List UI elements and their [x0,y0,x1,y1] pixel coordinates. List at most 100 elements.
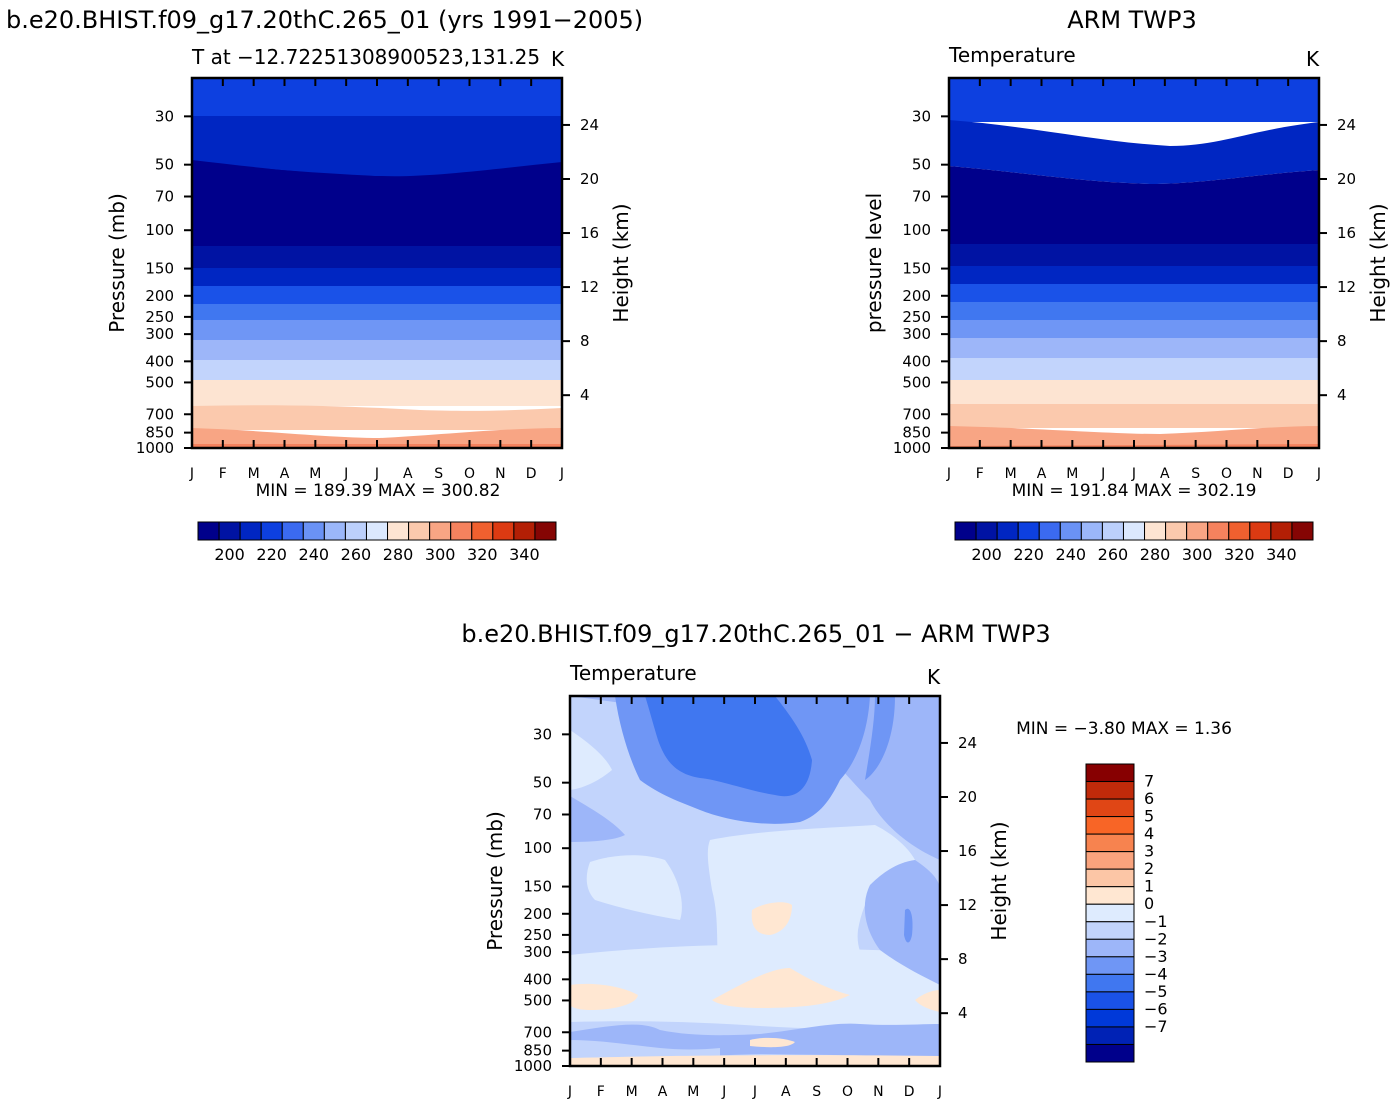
obs-x-tick-label: S [1191,466,1200,482]
diff-colorbar-swatch [1085,816,1135,835]
obs-band-300 [949,302,1319,320]
obs-colorbar-swatch [1080,521,1103,541]
panel-diff: b.e20.BHIST.f09_g17.20thC.265_01 − ARM T… [461,620,1051,1068]
obs-band-400 [949,338,1319,358]
obs-colorbar-swatch [1165,521,1188,541]
model-y2-tick-label: 12 [580,278,599,296]
diff-x-tick-label: M [626,1084,638,1100]
model-colorbar-swatch [387,521,410,541]
model-colorbar-swatch [344,521,367,541]
diff-y-tick-label: 200 [523,905,552,923]
obs-y2-tick-label: 8 [1337,332,1347,350]
model-x-tick-label: M [248,466,260,482]
panel-model-subtitle: T at −12.72251308900523,131.25 [191,45,540,69]
panel-obs: ARM TWP3 Temperature K [947,6,1321,450]
obs-x-tick-label: F [976,466,984,482]
obs-y2label: Height (km) [1366,203,1390,322]
diff-colorbar-swatch [1085,903,1135,923]
panel-model-plot [190,76,564,450]
panel-obs-units: K [1306,47,1320,71]
obs-x-tick-label: J [1100,466,1105,482]
obs-colorbar-label: 200 [971,545,1002,564]
diff-ylabel: Pressure (mb) [483,811,507,951]
obs-y-tick-label: 1000 [893,439,931,457]
band-300-350 [192,304,562,320]
obs-colorbar-swatch [1101,521,1124,541]
panel-obs-header: ARM TWP3 [1067,6,1197,34]
diff-y-tick-label: 300 [523,943,552,961]
diff-colorbar-swatch [1085,763,1135,783]
diff-y-tick-label: 250 [523,926,552,944]
panel-obs-plot [947,76,1321,450]
obs-y-tick-label: 400 [902,352,931,370]
obs-y-tick-label: 100 [902,221,931,239]
band-450-550 [192,360,562,380]
obs-x-tick-label: A [1037,466,1047,482]
obs-band-200 [949,266,1319,284]
diff-colorbar-swatch [1085,781,1135,800]
obs-colorbar-label: 280 [1140,545,1171,564]
obs-colorbar-swatch [1207,521,1230,541]
diff-x-tick-label: O [842,1084,853,1100]
diff-y2-tick-label: 12 [958,896,977,914]
band-700-850 [192,405,562,430]
obs-band-550 [949,380,1319,404]
model-x-tick-label: J [343,466,348,482]
model-x-tick-label: M [309,466,321,482]
model-colorbar-swatch [534,521,557,541]
obs-x-tick-label: D [1283,466,1294,482]
model-colorbar-label: 240 [299,545,330,564]
panel-obs-subtitle: Temperature [948,43,1076,67]
model-y-tick-label: 100 [145,221,174,239]
panel-diff-subtitle: Temperature [569,661,697,685]
diff-minmax: MIN = −3.80 MAX = 1.36 [1016,719,1232,739]
diff-region-bottom-pale [570,1040,720,1060]
diff-region-upper-left-pale [570,730,612,790]
model-colorbar-swatch [239,521,262,541]
diff-colorbar-label: 2 [1144,859,1154,878]
obs-colorbar-swatch [1059,521,1082,541]
obs-y-tick-label: 30 [912,107,931,125]
model-x-tick-label: S [434,466,443,482]
obs-y-tick-label: 70 [912,187,931,205]
model-y2label: Height (km) [609,203,633,322]
diff-colorbar-swatch [1085,833,1135,853]
obs-colorbar-swatch [1144,521,1167,541]
obs-colorbar-swatch [1122,521,1146,541]
obs-colorbar-swatch [1017,521,1040,541]
model-y-tick-label: 400 [145,352,174,370]
diff-x-tick-label: J [937,1084,942,1100]
model-colorbar-swatch [302,521,325,541]
diff-colorbar-label: 1 [1144,877,1154,896]
diff-colorbar-swatch [1085,921,1135,940]
band-150-200 [192,246,562,268]
obs-x-tick-label: A [1160,466,1170,482]
model-colorbar-swatch [323,521,346,541]
diff-x-tick-label: J [567,1084,572,1100]
obs-y-tick-label: 850 [902,424,931,442]
model-colorbar-swatch [429,521,452,541]
model-y2-tick-label: 24 [580,116,599,134]
diff-colorbar-label: −3 [1144,947,1168,966]
obs-x-tick-label: J [946,466,951,482]
model-colorbar-swatch [260,521,283,541]
model-y-tick-label: 250 [145,308,174,326]
obs-x-tick-label: J [1131,466,1136,482]
diff-colorbar-swatch [1085,991,1135,1010]
band-200-250 [192,268,562,286]
obs-colorbar-swatch [1249,521,1272,541]
diff-y-tick-label: 50 [533,774,552,792]
diff-region-small-positive [750,1037,795,1048]
diff-y-tick-label: 700 [523,1023,552,1041]
obs-y-tick-label: 500 [902,373,931,391]
diff-y-tick-label: 850 [523,1042,552,1060]
diff-x-tick-label: F [597,1084,605,1100]
diff-y-tick-label: 1000 [514,1057,552,1075]
model-x-tick-label: N [495,466,505,482]
model-ylabel: Pressure (mb) [105,193,129,333]
obs-y2-tick-label: 16 [1337,224,1356,242]
obs-x-tick-label: M [1005,466,1017,482]
panel-model-header: b.e20.BHIST.f09_g17.20thC.265_01 (yrs 19… [6,6,643,34]
diff-y-tick-label: 400 [523,970,552,988]
obs-y-tick-label: 50 [912,156,931,174]
